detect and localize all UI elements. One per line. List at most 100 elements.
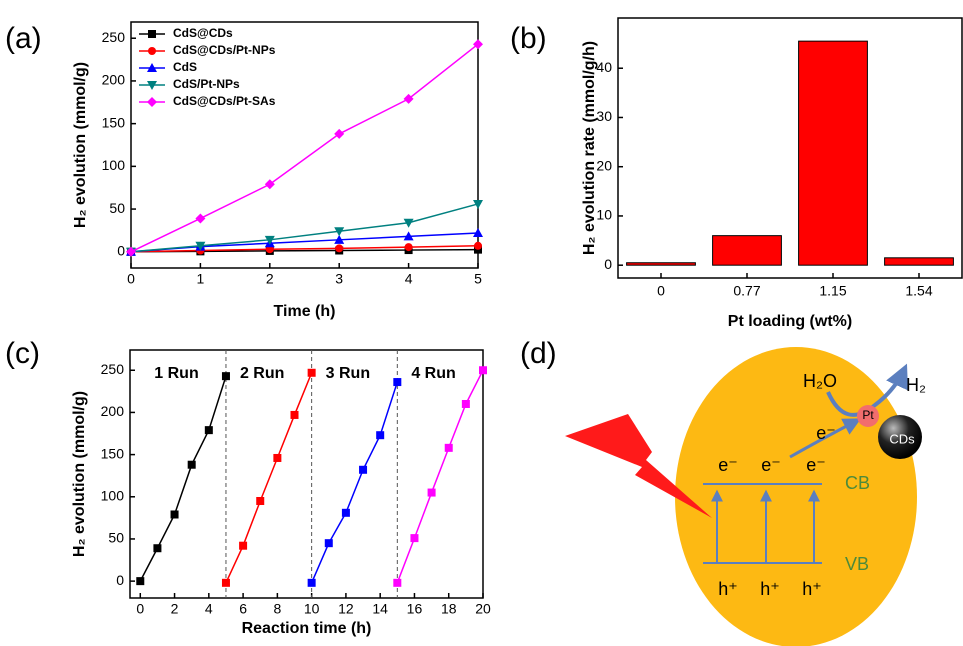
point bbox=[473, 39, 483, 50]
run-label: 1 Run bbox=[154, 365, 198, 382]
water-label: H₂O bbox=[803, 371, 837, 391]
electron: e⁻ bbox=[761, 455, 781, 475]
bar bbox=[626, 262, 696, 266]
legend-label: CdS/Pt-NPs bbox=[173, 77, 240, 91]
cds-dot bbox=[878, 415, 922, 459]
x-tick-label: 2 bbox=[171, 601, 179, 617]
legend-marker bbox=[147, 81, 157, 90]
legend-marker bbox=[148, 30, 156, 38]
point bbox=[324, 539, 333, 548]
point bbox=[403, 93, 414, 104]
vb-label: VB bbox=[845, 554, 869, 574]
point bbox=[334, 227, 345, 237]
point bbox=[187, 460, 196, 469]
x-tick-label: 10 bbox=[304, 601, 320, 617]
legend-marker bbox=[147, 63, 157, 72]
line bbox=[225, 372, 313, 584]
diagram: (d) Pt CDs H₂O H₂ e⁻ e⁻ e⁻ e⁻ CB VB h⁺ h… bbox=[520, 337, 926, 646]
point bbox=[427, 488, 436, 497]
point bbox=[404, 243, 413, 252]
panel-label: (c) bbox=[5, 337, 40, 370]
electron: e⁻ bbox=[816, 423, 836, 443]
x-tick-label: 8 bbox=[273, 601, 281, 617]
electron: e⁻ bbox=[718, 455, 738, 475]
legend-label: CdS@CDs/Pt-SAs bbox=[173, 94, 276, 108]
y-tick-label: 150 bbox=[101, 445, 125, 461]
plot-frame bbox=[130, 21, 479, 269]
pt-label: Pt bbox=[862, 408, 874, 422]
x-tick-label: 20 bbox=[475, 601, 491, 617]
y-tick-label: 50 bbox=[108, 530, 124, 546]
point bbox=[403, 218, 414, 228]
cds-label: CDs bbox=[889, 431, 915, 446]
y-tick-label: 250 bbox=[102, 29, 126, 45]
y-tick-label: 0 bbox=[117, 242, 125, 258]
point bbox=[444, 443, 453, 452]
point bbox=[307, 578, 316, 587]
point bbox=[126, 246, 136, 257]
point bbox=[239, 541, 248, 550]
y-tick-label: 100 bbox=[101, 487, 125, 503]
point bbox=[307, 368, 316, 377]
x-tick-label: 0 bbox=[127, 271, 135, 287]
x-tick-label: 5 bbox=[474, 271, 482, 287]
y-axis-title: H₂ evolution (mmol/g) bbox=[71, 391, 88, 557]
point bbox=[393, 378, 402, 387]
panel-label: (a) bbox=[5, 22, 42, 55]
x-tick-label: 3 bbox=[335, 271, 343, 287]
legend-marker bbox=[147, 97, 157, 107]
x-tick-label: 1.54 bbox=[905, 283, 932, 299]
y-tick-label: 100 bbox=[102, 157, 126, 173]
x-axis-title: Reaction time (h) bbox=[242, 620, 372, 637]
x-tick-label: 16 bbox=[407, 601, 423, 617]
y-tick-label: 40 bbox=[596, 59, 612, 75]
point bbox=[334, 234, 345, 244]
y-tick-label: 250 bbox=[101, 361, 125, 377]
point bbox=[170, 510, 179, 519]
x-tick-label: 4 bbox=[205, 601, 213, 617]
line bbox=[396, 369, 484, 584]
point bbox=[290, 410, 299, 419]
x-tick-label: 1 bbox=[197, 271, 205, 287]
point bbox=[335, 244, 344, 253]
y-tick-label: 150 bbox=[102, 114, 126, 130]
x-tick-label: 12 bbox=[338, 601, 354, 617]
line bbox=[130, 203, 479, 253]
x-axis-title: Pt loading (wt%) bbox=[728, 313, 852, 330]
hole: h⁺ bbox=[802, 579, 822, 599]
y-tick-label: 200 bbox=[102, 72, 126, 88]
x-tick-label: 18 bbox=[441, 601, 457, 617]
x-tick-label: 0 bbox=[136, 601, 144, 617]
plot-frame bbox=[129, 349, 484, 599]
point bbox=[376, 431, 385, 440]
x-tick-label: 0 bbox=[657, 283, 665, 299]
reaction-arrow bbox=[826, 363, 908, 417]
cds-particle bbox=[675, 347, 917, 646]
line bbox=[310, 381, 399, 584]
h2-label: H₂ bbox=[906, 375, 926, 395]
panel-label: (b) bbox=[510, 22, 547, 55]
point bbox=[473, 227, 483, 237]
point bbox=[221, 372, 230, 381]
y-tick-label: 0 bbox=[604, 256, 612, 272]
y-tick-label: 20 bbox=[596, 157, 612, 173]
hole: h⁺ bbox=[760, 579, 780, 599]
bar bbox=[712, 235, 782, 266]
x-tick-label: 6 bbox=[239, 601, 247, 617]
x-tick-label: 14 bbox=[372, 601, 388, 617]
hole: h⁺ bbox=[718, 579, 738, 599]
cb-label: CB bbox=[845, 473, 870, 493]
legend-label: CdS@CDs/Pt-NPs bbox=[173, 43, 276, 57]
x-tick-label: 4 bbox=[405, 271, 413, 287]
line bbox=[139, 375, 227, 582]
x-tick-label: 1.15 bbox=[819, 283, 846, 299]
point bbox=[264, 179, 275, 190]
y-tick-label: 10 bbox=[596, 207, 612, 223]
point bbox=[221, 578, 230, 587]
point bbox=[273, 453, 282, 462]
point bbox=[195, 213, 206, 224]
x-tick-label: 2 bbox=[266, 271, 274, 287]
legend-label: CdS@CDs bbox=[173, 26, 233, 40]
point bbox=[461, 399, 470, 408]
